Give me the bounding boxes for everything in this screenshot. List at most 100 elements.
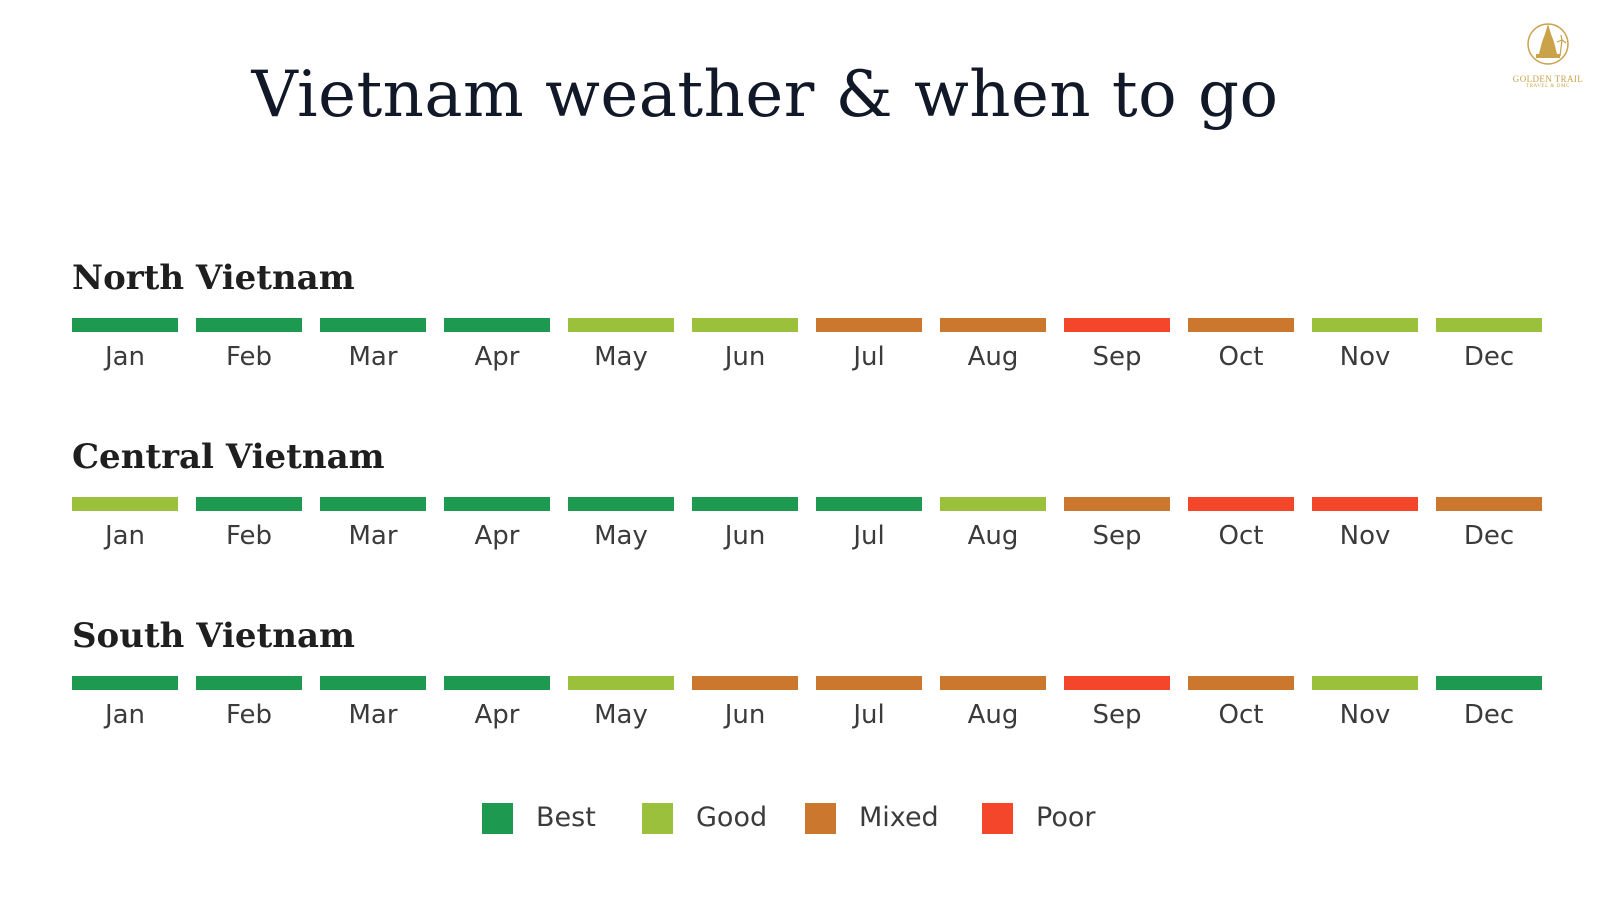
month-label: Dec: [1463, 342, 1515, 372]
page-title: Vietnam weather & when to go: [251, 58, 1279, 132]
rating-bar: [196, 497, 302, 511]
month-label: May: [594, 700, 648, 730]
month-label: Aug: [967, 342, 1019, 372]
month-label: Sep: [1092, 342, 1142, 372]
month-label: Jun: [724, 521, 766, 551]
month-cell-sep: Sep: [1064, 318, 1170, 388]
month-cell-jan: Jan: [72, 318, 178, 388]
month-cell-sep: Sep: [1064, 676, 1170, 746]
month-label: Oct: [1218, 700, 1264, 730]
month-label: Apr: [474, 521, 520, 551]
rating-bar: [1064, 318, 1170, 332]
legend: Best Good Mixed Poor: [0, 798, 1600, 838]
month-label: Jul: [853, 521, 885, 551]
month-cell-dec: Dec: [1436, 676, 1542, 746]
month-label: Mar: [348, 521, 398, 551]
month-cell-oct: Oct: [1188, 676, 1294, 746]
rating-bar: [72, 497, 178, 511]
month-row: Jan Feb Mar Apr May Jun Jul Aug Sep Oct Nov Dec: [72, 318, 1544, 388]
month-cell-jul: Jul: [816, 497, 922, 567]
rating-bar: [816, 676, 922, 690]
month-label: Dec: [1463, 521, 1515, 551]
month-cell-may: May: [568, 318, 674, 388]
month-label: Jul: [853, 700, 885, 730]
month-cell-sep: Sep: [1064, 497, 1170, 567]
month-label: Dec: [1463, 700, 1515, 730]
month-label: Jun: [724, 342, 766, 372]
month-label: Jan: [104, 342, 146, 372]
month-cell-jan: Jan: [72, 497, 178, 567]
rating-bar: [692, 318, 798, 332]
month-cell-jun: Jun: [692, 676, 798, 746]
month-label: Aug: [967, 521, 1019, 551]
month-cell-nov: Nov: [1312, 497, 1418, 567]
month-cell-mar: Mar: [320, 676, 426, 746]
month-cell-dec: Dec: [1436, 318, 1542, 388]
month-cell-apr: Apr: [444, 497, 550, 567]
month-cell-may: May: [568, 676, 674, 746]
month-cell-aug: Aug: [940, 318, 1046, 388]
month-cell-jul: Jul: [816, 676, 922, 746]
rating-bar: [568, 676, 674, 690]
month-label: May: [594, 342, 648, 372]
legend-swatch: [482, 803, 513, 834]
month-cell-jul: Jul: [816, 318, 922, 388]
golden-trail-logo: GOLDEN TRAIL TRAVEL & DMC: [1508, 20, 1588, 102]
rating-bar: [1064, 497, 1170, 511]
month-label: Aug: [967, 700, 1019, 730]
month-cell-oct: Oct: [1188, 497, 1294, 567]
month-row: Jan Feb Mar Apr May Jun Jul Aug Sep Oct Nov Dec: [72, 676, 1544, 746]
rating-bar: [1188, 497, 1294, 511]
legend-swatch: [642, 803, 673, 834]
legend-label: Mixed: [859, 802, 939, 833]
region-south: South Vietnam Jan Feb Mar Apr May Jun Jul Aug Se…: [72, 616, 1544, 756]
rating-bar: [196, 676, 302, 690]
month-label: Apr: [474, 342, 520, 372]
month-cell-nov: Nov: [1312, 318, 1418, 388]
rating-bar: [1436, 676, 1542, 690]
rating-bar: [568, 497, 674, 511]
month-cell-mar: Mar: [320, 318, 426, 388]
rating-bar: [940, 676, 1046, 690]
rating-bar: [320, 318, 426, 332]
rating-bar: [692, 497, 798, 511]
month-cell-dec: Dec: [1436, 497, 1542, 567]
rating-bar: [444, 497, 550, 511]
month-cell-feb: Feb: [196, 676, 302, 746]
month-label: Sep: [1092, 521, 1142, 551]
month-label: Jan: [104, 521, 146, 551]
legend-label: Poor: [1036, 802, 1096, 833]
region-north: North Vietnam Jan Feb Mar Apr May Jun Jul Aug Se…: [72, 258, 1544, 398]
month-label: Oct: [1218, 342, 1264, 372]
rating-bar: [1188, 676, 1294, 690]
month-row: Jan Feb Mar Apr May Jun Jul Aug Sep Oct Nov Dec: [72, 497, 1544, 567]
month-label: Jan: [104, 700, 146, 730]
month-cell-nov: Nov: [1312, 676, 1418, 746]
rating-bar: [1312, 318, 1418, 332]
region-title: North Vietnam: [72, 258, 355, 298]
month-cell-aug: Aug: [940, 497, 1046, 567]
month-cell-may: May: [568, 497, 674, 567]
month-label: Feb: [225, 342, 273, 372]
month-label: Jul: [853, 342, 885, 372]
rating-bar: [568, 318, 674, 332]
month-label: Apr: [474, 700, 520, 730]
month-label: Sep: [1092, 700, 1142, 730]
month-label: May: [594, 521, 648, 551]
month-cell-apr: Apr: [444, 318, 550, 388]
region-title: South Vietnam: [72, 616, 355, 656]
month-cell-jun: Jun: [692, 497, 798, 567]
legend-label: Good: [696, 802, 768, 833]
month-label: Feb: [225, 700, 273, 730]
legend-label: Best: [536, 802, 596, 833]
month-label: Oct: [1218, 521, 1264, 551]
rating-bar: [1064, 676, 1170, 690]
rating-bar: [692, 676, 798, 690]
region-central: Central Vietnam Jan Feb Mar Apr May Jun Jul Aug…: [72, 437, 1544, 577]
legend-swatch: [982, 803, 1013, 834]
temple-logo-icon: [1527, 23, 1569, 65]
rating-bar: [444, 676, 550, 690]
region-title: Central Vietnam: [72, 437, 385, 477]
month-cell-oct: Oct: [1188, 318, 1294, 388]
month-cell-jan: Jan: [72, 676, 178, 746]
